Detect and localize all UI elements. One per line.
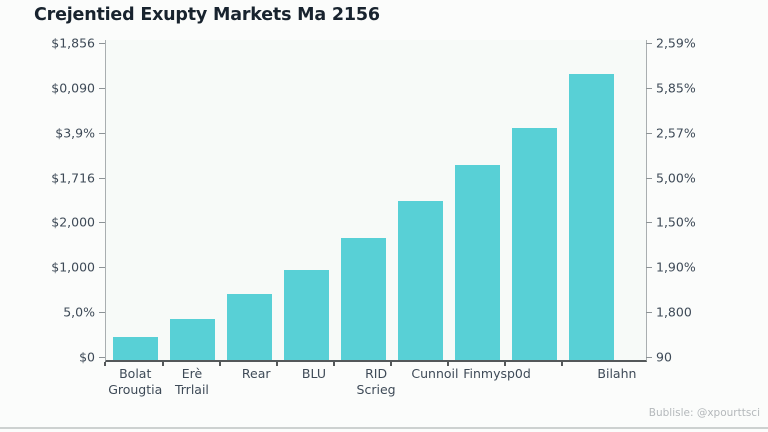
x-axis-tick: [390, 362, 392, 366]
right-axis-tick: [646, 312, 652, 314]
plot-area: [105, 40, 647, 362]
chart-title: Crejentied Exupty Markets Ma 2156: [34, 5, 380, 25]
x-axis-tick: [333, 362, 335, 366]
left-axis-tick-label: $1,000: [51, 259, 95, 275]
right-axis-tick-label: 5,00%: [656, 170, 696, 186]
x-axis-category-label: Rear: [241, 366, 271, 381]
bar: [113, 337, 158, 360]
left-axis-tick: [99, 87, 105, 89]
right-axis-tick-label: 1,50%: [656, 214, 696, 230]
left-axis-tick-label: $0,090: [51, 80, 95, 96]
bar: [512, 128, 557, 360]
x-axis-category-label: Finmysp0d: [463, 366, 531, 381]
right-axis-tick-label: 90: [656, 349, 672, 365]
right-axis-tick: [646, 132, 652, 134]
left-axis-tick: [99, 312, 105, 314]
x-axis-category-label: Cunnoil: [411, 366, 459, 381]
right-axis-tick: [646, 43, 652, 44]
left-axis-tick: [99, 222, 105, 224]
right-axis-tick: [646, 87, 652, 89]
left-axis-tick-label: $1,716: [51, 170, 95, 186]
left-axis-tick-label: $2,000: [51, 214, 95, 230]
left-axis-tick: [99, 132, 105, 134]
right-axis-tick-label: 2,59%: [656, 35, 696, 51]
x-axis-category-label: Bolat Grougtia: [108, 366, 163, 398]
right-axis-tick-label: 2,57%: [656, 125, 696, 141]
right-axis-tick: [646, 357, 652, 358]
right-axis-tick: [646, 267, 652, 269]
x-axis-category-label: BLU: [301, 366, 327, 381]
bar: [455, 165, 500, 360]
x-axis-tick: [276, 362, 278, 366]
right-axis-tick-label: 1,90%: [656, 259, 696, 275]
x-axis-tick: [104, 362, 106, 366]
left-axis-tick: [99, 177, 105, 179]
left-axis-tick-label: 5,0%: [63, 304, 95, 320]
bar: [569, 73, 614, 360]
right-axis-tick: [646, 222, 652, 224]
bar: [284, 270, 329, 360]
x-axis-tick: [561, 362, 563, 366]
right-axis-tick-label: 1,800: [656, 304, 692, 320]
right-axis-tick-label: 5,85%: [656, 80, 696, 96]
bottom-divider: [0, 427, 768, 429]
left-axis-tick-label: $0: [79, 349, 95, 365]
left-axis-tick-label: $3,9%: [55, 125, 95, 141]
x-axis-category-label: RID Scrieg: [356, 366, 396, 398]
bar: [170, 319, 215, 360]
x-axis-tick: [162, 362, 164, 366]
left-axis-tick-label: $1,856: [51, 35, 95, 51]
left-axis-tick: [99, 267, 105, 269]
bar: [398, 201, 443, 360]
x-axis-tick: [504, 362, 506, 366]
left-axis-tick: [99, 43, 105, 44]
bar: [227, 294, 272, 360]
x-axis-tick: [447, 362, 449, 366]
attribution-text: Bublisle: @xpourttsci: [648, 407, 760, 419]
x-axis-category-label: Bilahn: [597, 366, 637, 381]
right-axis-tick: [646, 177, 652, 179]
x-axis-tick: [219, 362, 221, 366]
bar: [341, 238, 386, 360]
left-axis-tick: [99, 357, 105, 358]
x-axis-category-label: Erè Trrlail: [174, 366, 209, 398]
